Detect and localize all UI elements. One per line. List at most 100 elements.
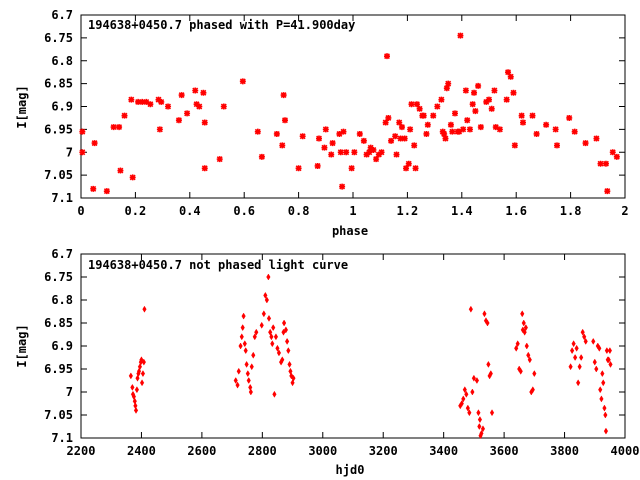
data-point xyxy=(155,96,162,103)
y-axis-label: I[mag] xyxy=(15,324,29,367)
x-tick-label: 3200 xyxy=(369,444,398,458)
data-point xyxy=(447,121,454,128)
data-point xyxy=(241,312,246,320)
data-point xyxy=(603,427,609,435)
data-point xyxy=(233,377,238,384)
data-point xyxy=(363,151,370,158)
data-point xyxy=(515,340,520,348)
data-point xyxy=(470,388,475,396)
data-point xyxy=(489,409,495,417)
data-point xyxy=(416,105,423,112)
x-tick-label: 3600 xyxy=(490,444,519,458)
data-point xyxy=(239,333,244,341)
data-point xyxy=(434,103,441,110)
data-point xyxy=(289,372,294,380)
data-point xyxy=(135,98,142,105)
data-point xyxy=(268,328,273,336)
data-point xyxy=(604,188,611,195)
data-point xyxy=(367,144,374,151)
data-point xyxy=(244,360,249,368)
data-point xyxy=(388,137,395,144)
x-tick-label: 0.6 xyxy=(233,204,255,218)
data-point xyxy=(441,130,448,137)
y-tick-label: 7.05 xyxy=(44,408,73,422)
data-point xyxy=(474,377,480,384)
data-point xyxy=(130,383,135,391)
x-tick-label: 2600 xyxy=(187,444,216,458)
data-point xyxy=(496,126,503,133)
y-tick-label: 6.85 xyxy=(44,316,73,330)
x-axis-label: hjd0 xyxy=(336,463,365,477)
data-point xyxy=(337,149,344,156)
data-point xyxy=(269,333,274,341)
data-point xyxy=(471,89,478,96)
data-point xyxy=(397,135,404,142)
data-point xyxy=(571,128,578,135)
data-point xyxy=(147,101,154,108)
data-point xyxy=(485,319,490,327)
data-point xyxy=(518,367,523,375)
data-point xyxy=(156,126,163,133)
data-point xyxy=(373,156,380,163)
data-point xyxy=(599,395,604,403)
data-point xyxy=(201,119,208,126)
data-point xyxy=(280,356,285,364)
data-point xyxy=(378,149,385,156)
data-point xyxy=(469,101,476,108)
data-point xyxy=(142,305,147,313)
data-point xyxy=(510,89,517,96)
data-points xyxy=(128,273,613,440)
data-point xyxy=(280,92,287,99)
data-point xyxy=(245,370,250,378)
data-point xyxy=(299,133,306,140)
data-point xyxy=(529,112,536,119)
data-point xyxy=(392,133,399,140)
data-point xyxy=(263,291,268,299)
data-point xyxy=(275,344,280,352)
data-point xyxy=(291,374,296,382)
x-tick-label: 3000 xyxy=(308,444,337,458)
data-point xyxy=(175,117,182,124)
data-point xyxy=(603,411,608,419)
data-point xyxy=(523,324,528,332)
data-point xyxy=(608,360,613,368)
data-point xyxy=(129,174,136,181)
data-point xyxy=(271,324,276,332)
y-tick-label: 6.95 xyxy=(44,362,73,376)
data-point xyxy=(609,149,616,156)
data-point xyxy=(314,162,321,169)
data-point xyxy=(366,149,373,156)
data-point xyxy=(568,363,573,371)
data-point xyxy=(607,347,612,355)
axis-ticks: 0 0.2 0.4 0.6 0.8 1 1.2 1.4 1.6 1.8 2 6.7 6.75 6.8 6.8… xyxy=(44,8,629,218)
data-point xyxy=(597,344,602,352)
y-tick-label: 7.05 xyxy=(44,168,73,182)
data-point xyxy=(340,128,347,135)
data-point xyxy=(462,386,467,394)
data-point xyxy=(591,337,596,345)
data-point xyxy=(261,310,266,318)
data-point xyxy=(396,119,403,126)
x-tick-label: 2400 xyxy=(127,444,156,458)
data-point xyxy=(393,151,400,158)
x-tick-label: 0.4 xyxy=(179,204,201,218)
data-point xyxy=(134,386,140,394)
data-point xyxy=(423,130,430,137)
data-point xyxy=(424,121,431,128)
not-phased-light-curve-chart: 194638+0450.7 not phased light curve hjd… xyxy=(15,247,639,477)
data-point xyxy=(336,130,343,137)
data-point xyxy=(351,149,358,156)
data-point xyxy=(482,310,487,318)
data-point xyxy=(467,409,472,417)
data-point xyxy=(574,344,579,352)
data-point xyxy=(273,130,280,137)
data-point xyxy=(254,328,259,336)
data-point xyxy=(328,151,335,158)
data-point xyxy=(128,96,135,103)
plot-frame xyxy=(80,253,626,439)
data-point xyxy=(401,135,408,142)
data-point xyxy=(408,101,415,108)
data-point xyxy=(468,305,473,313)
data-point xyxy=(486,96,492,103)
